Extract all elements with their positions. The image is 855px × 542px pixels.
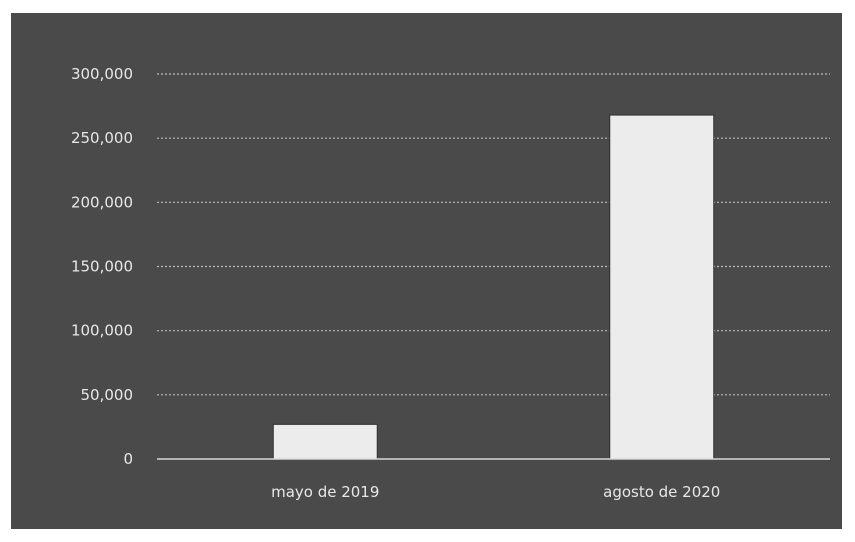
x-tick-label: mayo de 2019 — [271, 483, 379, 501]
bar-layer — [272, 114, 715, 460]
y-tick-label: 250,000 — [71, 129, 133, 147]
y-tick-label: 200,000 — [71, 193, 133, 211]
x-tick-label: agosto de 2020 — [603, 483, 720, 501]
bar — [272, 423, 378, 460]
y-tick-label: 100,000 — [71, 322, 133, 340]
y-tick-label: 0 — [123, 450, 133, 468]
grid-layer — [157, 73, 830, 396]
y-tick-label: 150,000 — [71, 258, 133, 276]
y-tick-label: 300,000 — [71, 65, 133, 83]
x-axis-ticks: mayo de 2019 agosto de 2020 — [271, 483, 720, 501]
y-axis-ticks: 0 50,000 100,000 150,000 200,000 250,000 300,0… — [71, 65, 133, 468]
bar — [609, 114, 715, 460]
y-tick-label: 50,000 — [81, 386, 134, 404]
